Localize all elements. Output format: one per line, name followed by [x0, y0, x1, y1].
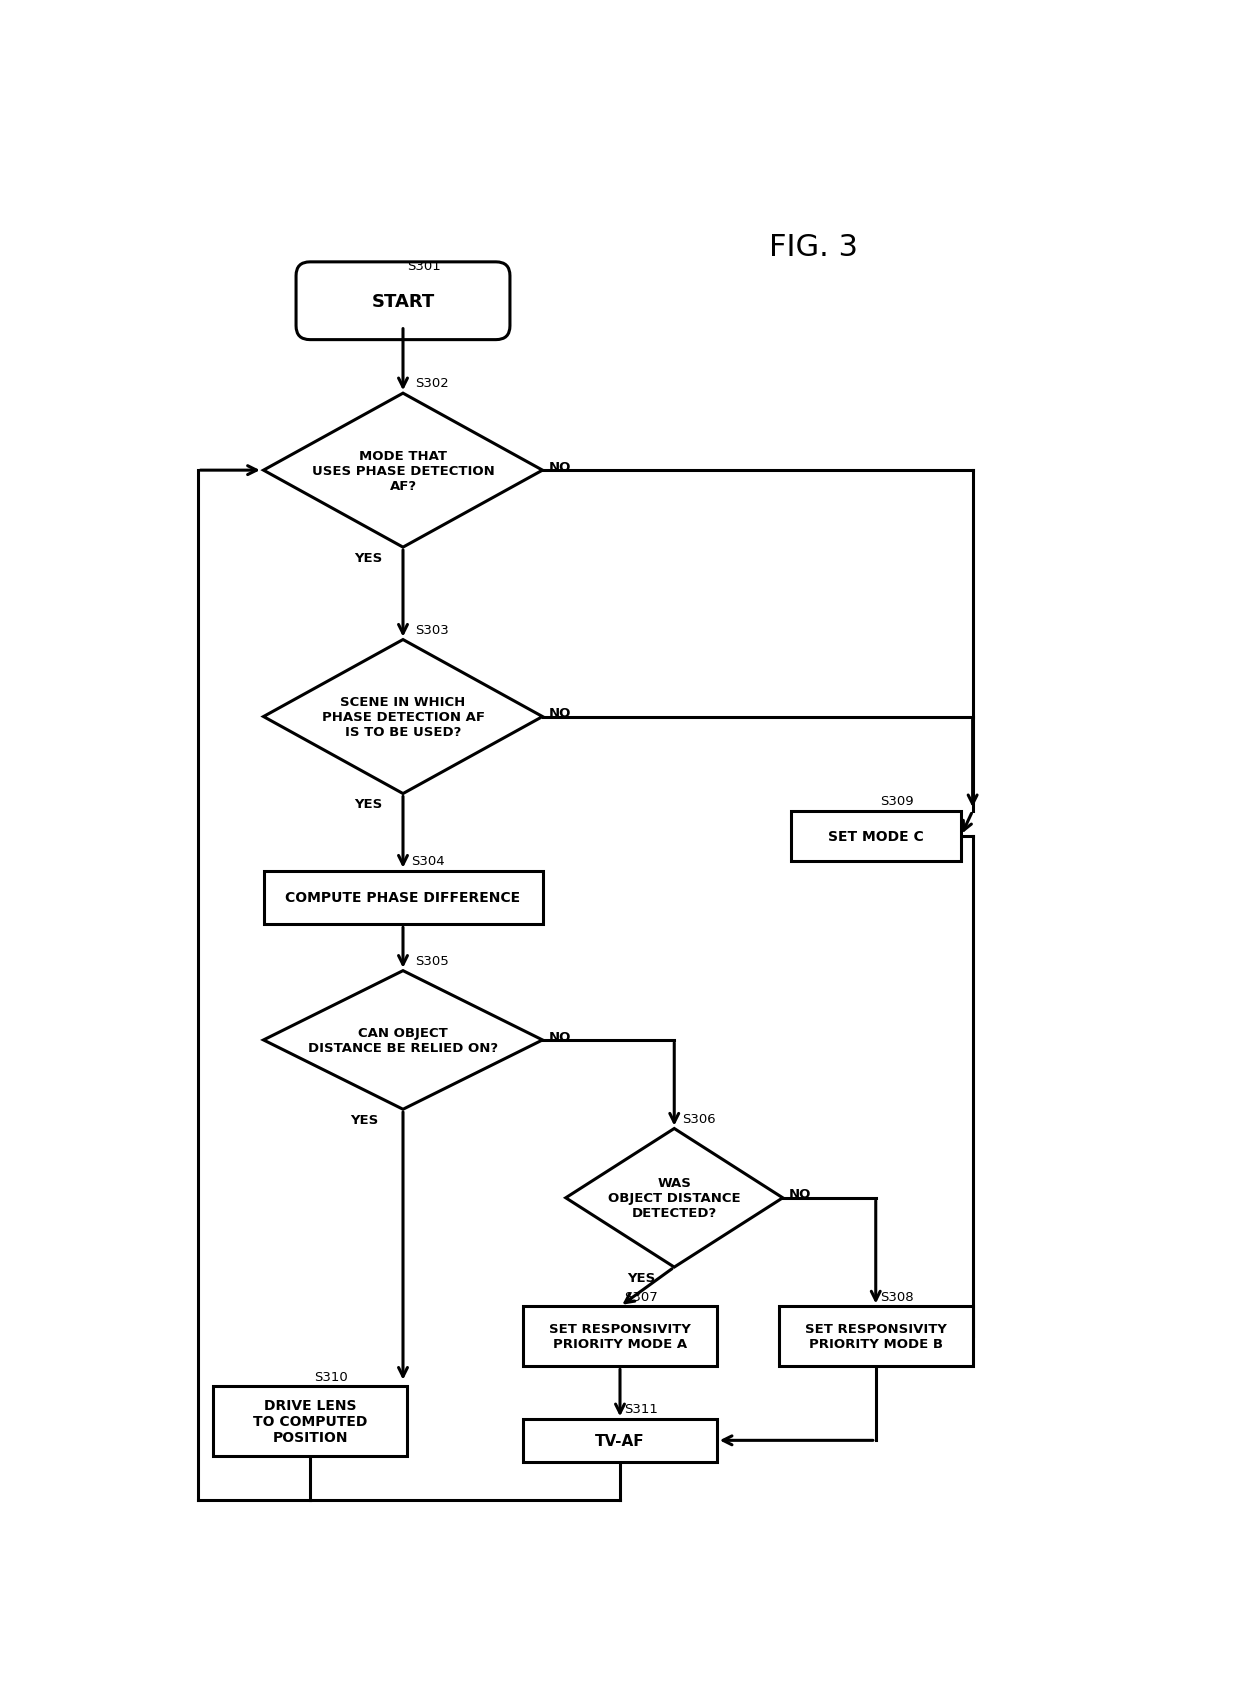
Text: S301: S301 [407, 259, 440, 273]
Text: FIG. 3: FIG. 3 [769, 234, 858, 263]
Text: S303: S303 [414, 624, 449, 636]
Text: TV-AF: TV-AF [595, 1432, 645, 1448]
Text: S302: S302 [414, 377, 449, 390]
Text: YES: YES [353, 552, 382, 564]
Text: SCENE IN WHICH
PHASE DETECTION AF
IS TO BE USED?: SCENE IN WHICH PHASE DETECTION AF IS TO … [321, 696, 485, 738]
Text: SET RESPONSIVITY
PRIORITY MODE A: SET RESPONSIVITY PRIORITY MODE A [549, 1323, 691, 1350]
Text: DRIVE LENS
TO COMPUTED
POSITION: DRIVE LENS TO COMPUTED POSITION [253, 1398, 367, 1444]
Text: YES: YES [627, 1272, 656, 1284]
Text: S305: S305 [414, 955, 449, 967]
Text: SET MODE C: SET MODE C [828, 829, 924, 844]
Text: WAS
OBJECT DISTANCE
DETECTED?: WAS OBJECT DISTANCE DETECTED? [608, 1176, 740, 1219]
Text: CAN OBJECT
DISTANCE BE RELIED ON?: CAN OBJECT DISTANCE BE RELIED ON? [308, 1026, 498, 1054]
Text: S310: S310 [314, 1369, 347, 1383]
Text: S306: S306 [682, 1112, 715, 1125]
Bar [263, 871, 543, 924]
Polygon shape [263, 972, 543, 1110]
Bar [791, 812, 961, 861]
Text: YES: YES [353, 798, 382, 812]
Bar [523, 1419, 717, 1461]
Bar [523, 1306, 717, 1367]
Polygon shape [263, 639, 543, 795]
Text: SET RESPONSIVITY
PRIORITY MODE B: SET RESPONSIVITY PRIORITY MODE B [805, 1323, 946, 1350]
Polygon shape [263, 394, 543, 547]
Text: NO: NO [549, 460, 572, 474]
Text: S307: S307 [624, 1289, 657, 1303]
Bar [779, 1306, 972, 1367]
Polygon shape [565, 1129, 782, 1267]
Text: START: START [371, 293, 435, 310]
FancyBboxPatch shape [296, 263, 510, 341]
Text: S309: S309 [879, 795, 913, 808]
Text: S311: S311 [624, 1403, 657, 1415]
Text: COMPUTE PHASE DIFFERENCE: COMPUTE PHASE DIFFERENCE [285, 892, 521, 905]
Text: NO: NO [789, 1188, 811, 1200]
Text: MODE THAT
USES PHASE DETECTION
AF?: MODE THAT USES PHASE DETECTION AF? [311, 450, 495, 493]
Bar [213, 1386, 407, 1456]
Text: NO: NO [549, 708, 572, 720]
Text: YES: YES [350, 1113, 378, 1127]
Text: S304: S304 [410, 854, 444, 868]
Text: S308: S308 [879, 1289, 913, 1303]
Text: NO: NO [549, 1030, 572, 1043]
